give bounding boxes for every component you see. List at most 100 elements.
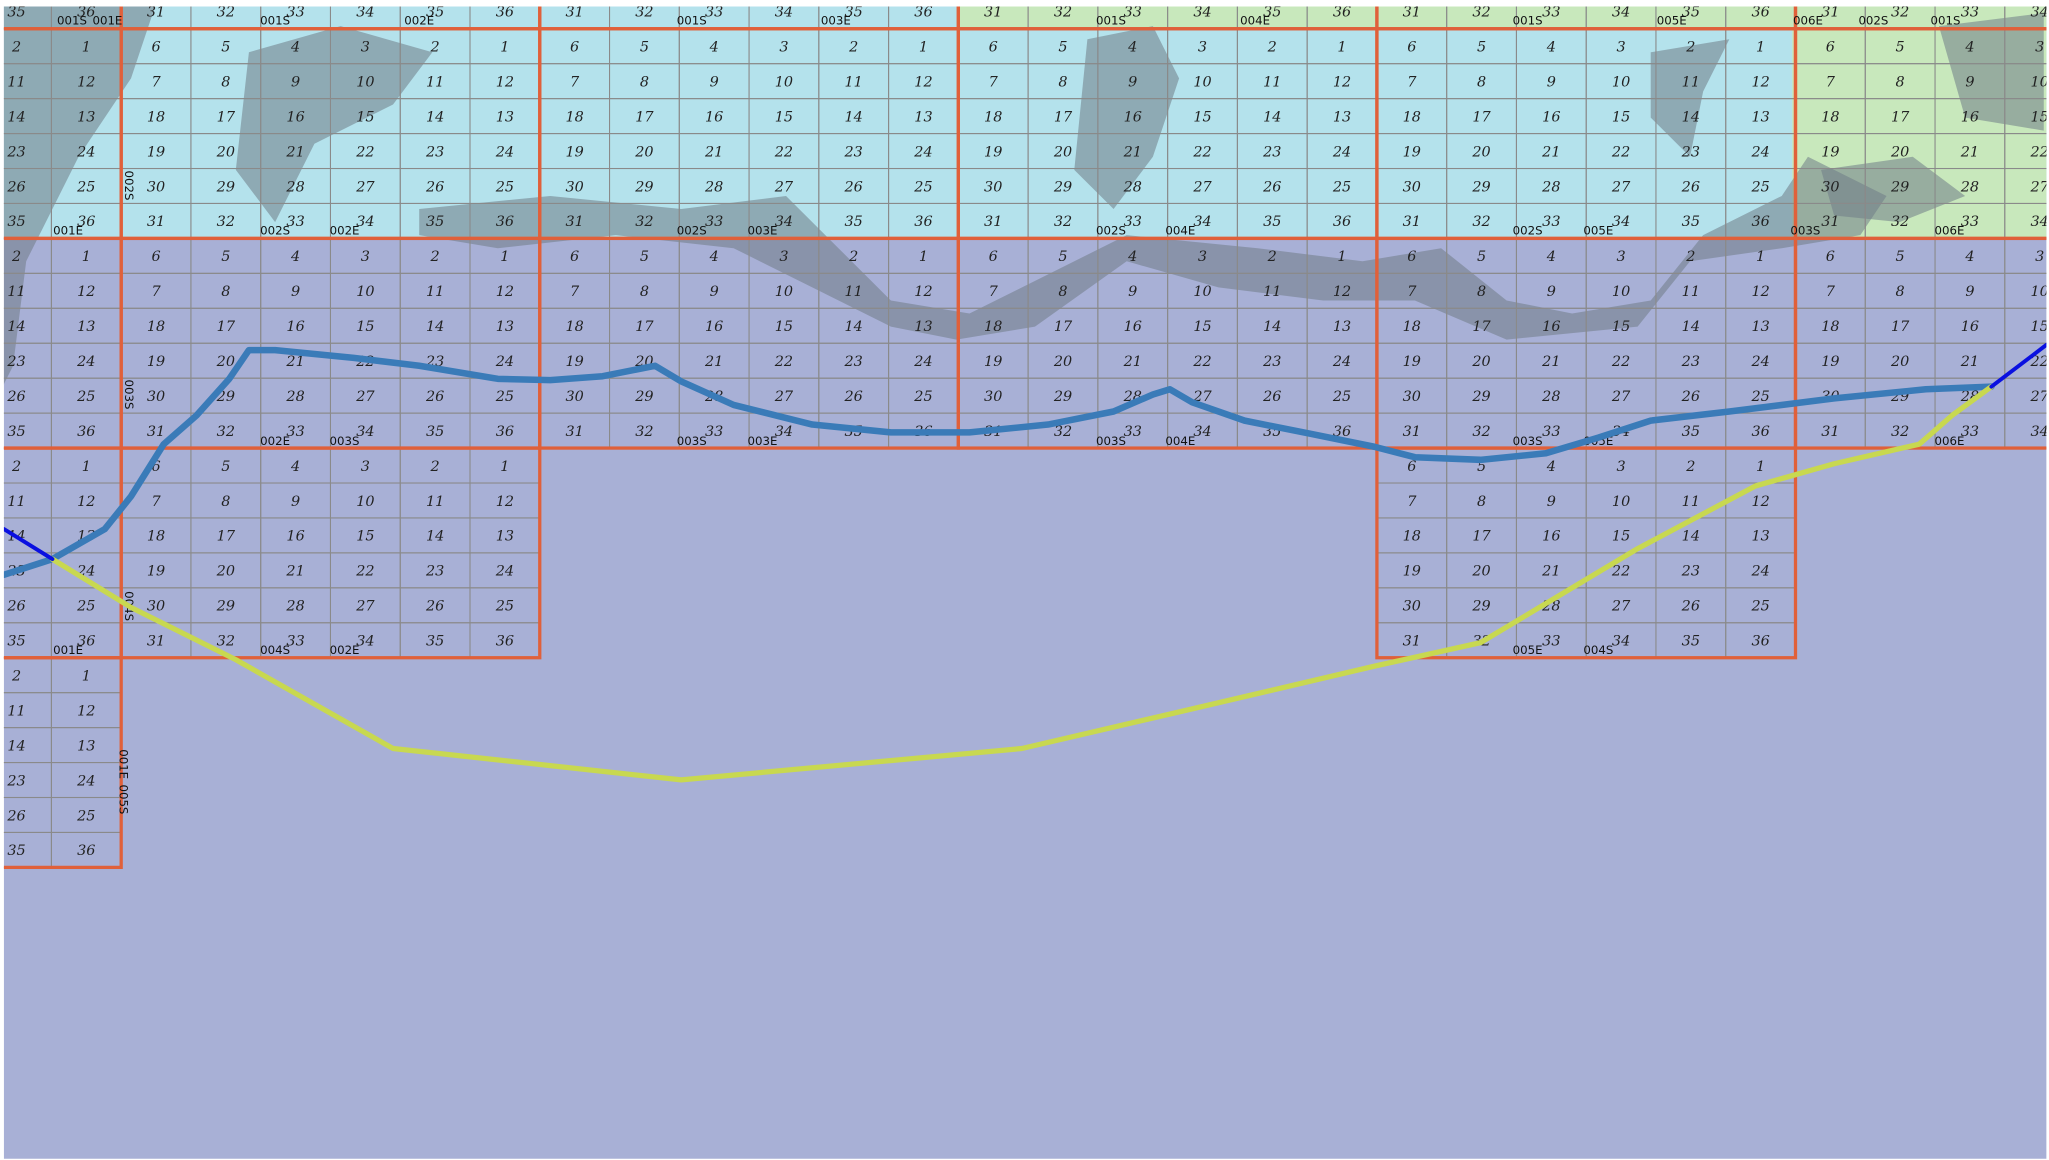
section-number: 20 (1890, 144, 1909, 160)
section-number: 36 (1751, 424, 1769, 440)
section-number: 9 (291, 74, 300, 90)
section-number: 30 (1821, 179, 1839, 195)
section-number: 30 (984, 179, 1002, 195)
section-number: 7 (1407, 494, 1417, 510)
section-number: 32 (635, 5, 653, 21)
section-number: 27 (2030, 179, 2049, 195)
section-number: 4 (290, 459, 300, 475)
section-number: 36 (1333, 5, 1351, 21)
section-number: 6 (570, 40, 579, 56)
section-number: 34 (1612, 634, 1630, 650)
section-number: 18 (147, 109, 165, 125)
section-number: 21 (285, 354, 304, 370)
section-number: 11 (1682, 74, 1700, 90)
section-number: 25 (76, 389, 95, 405)
section-number: 17 (1891, 109, 1910, 125)
section-number: 28 (285, 389, 304, 405)
section-number: 6 (1407, 459, 1416, 475)
section-number: 13 (914, 319, 932, 335)
section-number: 32 (1472, 424, 1490, 440)
section-number: 14 (1682, 109, 1700, 125)
section-number: 22 (355, 144, 374, 160)
section-number: 11 (845, 74, 863, 90)
section-number: 30 (984, 389, 1002, 405)
section-number: 35 (426, 634, 444, 650)
section-number: 11 (426, 494, 444, 510)
section-number: 32 (217, 634, 235, 650)
section-number: 30 (147, 599, 165, 615)
township-label: 003S (330, 434, 360, 448)
section-number: 6 (1407, 249, 1416, 265)
section-number: 20 (1053, 354, 1072, 370)
section-number: 12 (1751, 494, 1769, 510)
section-number: 27 (355, 599, 375, 615)
section-number: 21 (1960, 144, 1979, 160)
section-number: 10 (1193, 284, 1211, 300)
section-number: 25 (495, 599, 514, 615)
township-label: 002S (1858, 13, 1888, 27)
section-number: 3 (779, 40, 788, 56)
section-number: 32 (1472, 214, 1490, 230)
section-number: 22 (1192, 354, 1211, 370)
township-label: 003E (748, 434, 778, 448)
township-label: 003S (1513, 434, 1543, 448)
section-number: 30 (565, 179, 583, 195)
section-number: 2 (848, 40, 858, 56)
section-number: 22 (1192, 144, 1211, 160)
section-number: 1 (919, 40, 928, 56)
township-label: 003S (1096, 434, 1126, 448)
section-number: 36 (77, 424, 95, 440)
section-number: 24 (76, 354, 95, 370)
section-number: 25 (913, 179, 932, 195)
section-number: 8 (1058, 284, 1067, 300)
section-number: 19 (1403, 564, 1421, 580)
section-number: 7 (570, 74, 580, 90)
township-label: 001S (1931, 13, 1961, 27)
section-number: 16 (1961, 319, 1979, 335)
township-label: 003S (122, 380, 136, 410)
township-label: 006E (1934, 224, 1964, 238)
section-number: 1 (1756, 40, 1765, 56)
section-number: 10 (356, 284, 374, 300)
section-number: 31 (147, 424, 165, 440)
section-number: 5 (1477, 40, 1486, 56)
section-number: 24 (1332, 144, 1351, 160)
section-number: 35 (1682, 214, 1700, 230)
section-number: 1 (919, 249, 928, 265)
section-number: 5 (1896, 40, 1905, 56)
section-number: 16 (1542, 319, 1560, 335)
section-number: 28 (1541, 179, 1560, 195)
section-number: 26 (425, 389, 444, 405)
section-number: 26 (1681, 179, 1700, 195)
township-label: 002S (122, 171, 136, 201)
section-number: 10 (1612, 284, 1630, 300)
township-label: 005E (1513, 643, 1543, 657)
section-number: 19 (984, 144, 1002, 160)
section-number: 12 (1333, 284, 1351, 300)
section-number: 36 (496, 424, 514, 440)
section-number: 2 (1267, 249, 1277, 265)
section-number: 25 (76, 179, 95, 195)
section-number: 17 (1472, 319, 1491, 335)
section-number: 9 (1128, 284, 1137, 300)
section-number: 26 (1262, 179, 1281, 195)
section-number: 16 (705, 109, 723, 125)
section-number: 15 (775, 109, 793, 125)
section-number: 13 (1751, 319, 1769, 335)
section-number: 20 (216, 564, 235, 580)
section-number: 23 (6, 144, 25, 160)
map-layer: 6543217891011121817161514131920212223243… (0, 0, 2049, 1160)
section-number: 24 (1750, 144, 1769, 160)
section-number: 24 (495, 564, 514, 580)
section-number: 31 (1821, 5, 1839, 21)
section-number: 36 (914, 5, 932, 21)
section-number: 31 (565, 424, 583, 440)
section-number: 25 (76, 808, 95, 824)
section-number: 26 (6, 389, 25, 405)
section-number: 15 (1612, 109, 1630, 125)
section-number: 27 (1611, 179, 1631, 195)
section-number: 13 (77, 109, 95, 125)
section-number: 29 (1471, 179, 1490, 195)
section-number: 22 (355, 564, 374, 580)
section-number: 23 (844, 144, 863, 160)
